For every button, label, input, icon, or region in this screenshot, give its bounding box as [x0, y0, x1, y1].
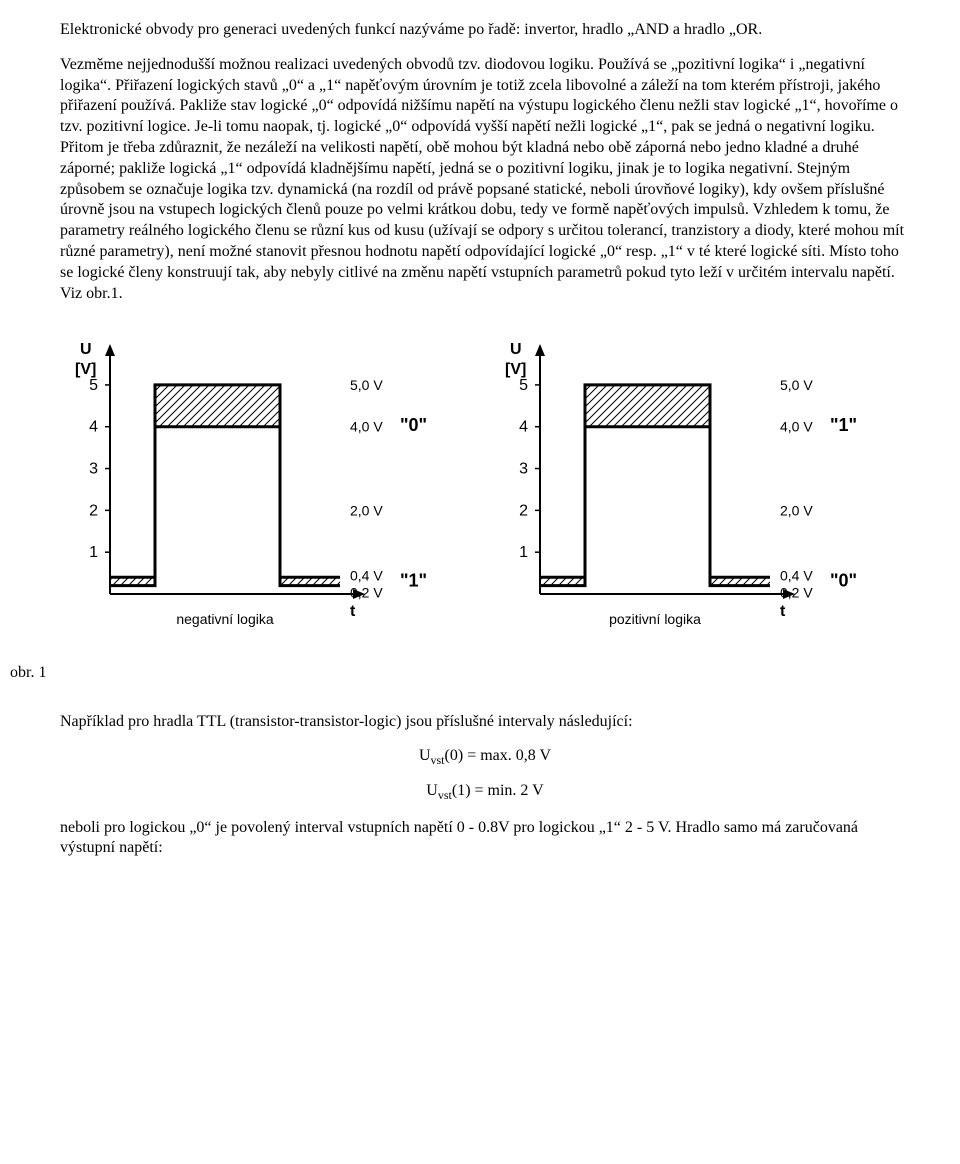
intro-paragraph-2: Vezměme nejjednodušší možnou realizaci u… — [60, 55, 910, 305]
equation-value: (0) = max. 0,8 V — [445, 747, 552, 764]
equation-value: (1) = min. 2 V — [452, 782, 544, 799]
equation-symbol: U — [426, 782, 438, 799]
intro-paragraph-1: Elektronické obvody pro generaci uvedený… — [60, 20, 910, 41]
svg-text:t: t — [780, 603, 786, 620]
equation-subscript: vst — [431, 753, 445, 767]
figure-charts-row: U[V]123455,0 V4,0 V"0"2,0 V0,4 V0,2 V"1"… — [60, 334, 910, 644]
ttl-paragraph: Například pro hradla TTL (transistor-tra… — [60, 712, 910, 733]
figure-label: obr. 1 — [10, 664, 910, 682]
svg-text:"0": "0" — [830, 571, 857, 591]
equation-subscript: vst — [438, 789, 452, 803]
svg-text:negativní logika: negativní logika — [176, 611, 274, 627]
svg-text:[V]: [V] — [75, 361, 96, 378]
svg-text:U: U — [80, 341, 92, 358]
svg-text:5,0 V: 5,0 V — [780, 377, 813, 393]
svg-text:2: 2 — [519, 503, 528, 520]
svg-text:"1": "1" — [830, 415, 857, 435]
equation-uvst0: Uvst(0) = max. 0,8 V — [60, 747, 910, 768]
svg-text:2,0 V: 2,0 V — [350, 503, 383, 519]
svg-text:"1": "1" — [400, 571, 427, 591]
svg-text:"0": "0" — [400, 415, 427, 435]
svg-text:[V]: [V] — [505, 361, 526, 378]
svg-text:U: U — [510, 341, 522, 358]
equation-symbol: U — [419, 747, 431, 764]
chart-negative-logic: U [V] 1 2 3 4 5 5,0 V 4,0 V "0" 2,0 V 0,4 V0,2 V "1"… — [60, 334, 450, 644]
svg-text:3: 3 — [89, 461, 98, 478]
svg-text:4,0 V: 4,0 V — [780, 419, 813, 435]
svg-text:t: t — [350, 603, 356, 620]
svg-text:5: 5 — [519, 377, 528, 394]
svg-text:4,0 V: 4,0 V — [350, 419, 383, 435]
svg-text:4: 4 — [519, 419, 528, 436]
svg-text:1: 1 — [519, 545, 528, 562]
chart-positive-logic: U [V] 1 2 3 4 5 5,0 V 4,0 V "1" 2,0 V 0,4 V0,2 V "0"… — [490, 334, 880, 644]
svg-text:0,4 V: 0,4 V — [350, 568, 383, 584]
svg-text:5: 5 — [89, 377, 98, 394]
svg-text:2,0 V: 2,0 V — [780, 503, 813, 519]
svg-text:3: 3 — [519, 461, 528, 478]
svg-text:0,2 V: 0,2 V — [780, 585, 813, 601]
svg-text:1: 1 — [89, 545, 98, 562]
svg-text:pozitivní logika: pozitivní logika — [609, 611, 701, 627]
svg-text:2: 2 — [89, 503, 98, 520]
svg-text:4: 4 — [89, 419, 98, 436]
closing-paragraph: neboli pro logickou „0“ je povolený inte… — [60, 818, 910, 860]
svg-text:0,4 V: 0,4 V — [780, 568, 813, 584]
equation-uvst1: Uvst(1) = min. 2 V — [60, 782, 910, 803]
svg-text:0,2 V: 0,2 V — [350, 585, 383, 601]
svg-text:5,0 V: 5,0 V — [350, 377, 383, 393]
